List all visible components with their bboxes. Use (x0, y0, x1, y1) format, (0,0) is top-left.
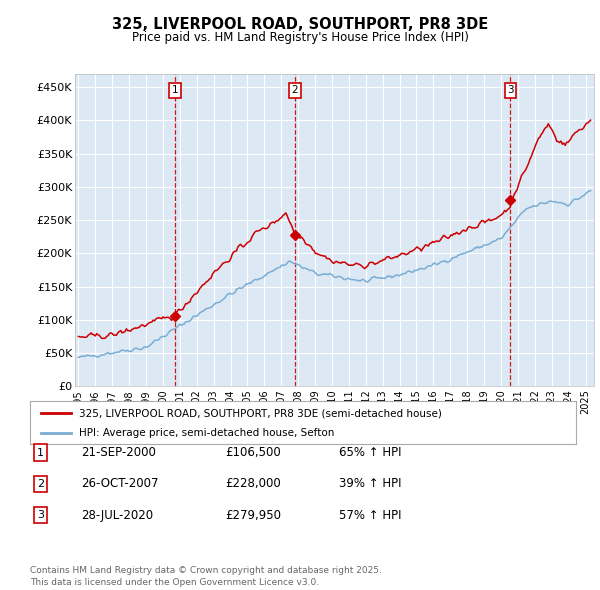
Text: £106,500: £106,500 (225, 446, 281, 459)
Text: 3: 3 (507, 86, 514, 96)
Text: Contains HM Land Registry data © Crown copyright and database right 2025.
This d: Contains HM Land Registry data © Crown c… (30, 566, 382, 587)
Text: 325, LIVERPOOL ROAD, SOUTHPORT, PR8 3DE (semi-detached house): 325, LIVERPOOL ROAD, SOUTHPORT, PR8 3DE … (79, 408, 442, 418)
Text: 28-JUL-2020: 28-JUL-2020 (81, 509, 153, 522)
Text: 1: 1 (37, 448, 44, 457)
Text: HPI: Average price, semi-detached house, Sefton: HPI: Average price, semi-detached house,… (79, 428, 335, 438)
Text: 26-OCT-2007: 26-OCT-2007 (81, 477, 158, 490)
Text: Price paid vs. HM Land Registry's House Price Index (HPI): Price paid vs. HM Land Registry's House … (131, 31, 469, 44)
Text: £228,000: £228,000 (225, 477, 281, 490)
Text: 1: 1 (172, 86, 178, 96)
Text: 39% ↑ HPI: 39% ↑ HPI (339, 477, 401, 490)
Text: 2: 2 (292, 86, 298, 96)
Text: 3: 3 (37, 510, 44, 520)
Text: £279,950: £279,950 (225, 509, 281, 522)
Text: 325, LIVERPOOL ROAD, SOUTHPORT, PR8 3DE: 325, LIVERPOOL ROAD, SOUTHPORT, PR8 3DE (112, 17, 488, 31)
Text: 2: 2 (37, 479, 44, 489)
Text: 57% ↑ HPI: 57% ↑ HPI (339, 509, 401, 522)
Text: 65% ↑ HPI: 65% ↑ HPI (339, 446, 401, 459)
Text: 21-SEP-2000: 21-SEP-2000 (81, 446, 156, 459)
